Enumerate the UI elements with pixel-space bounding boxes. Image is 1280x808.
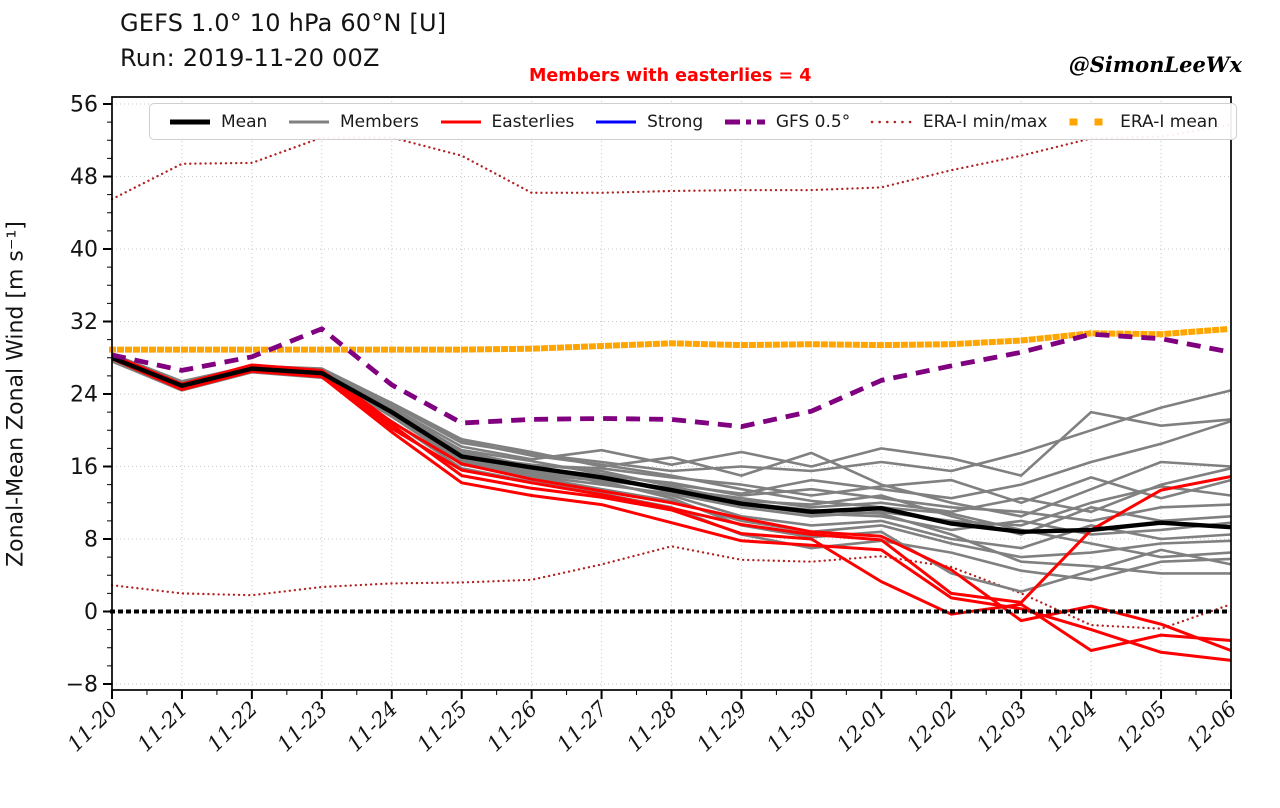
x-tick-label: 12-06 [1182,697,1242,757]
x-tick-label: 11-29 [692,697,752,757]
legend-label: GFS 0.5° [775,111,851,132]
legend-key-solid-icon [440,120,481,123]
legend-key-solid-icon [289,120,330,123]
y-tick-label: 48 [70,165,98,190]
y-tick-label: 16 [70,455,98,480]
legend: Mean Members Easterlies Strong GFS 0.5° ERA-I… [149,103,1237,140]
watermark: @SimonLeeWx [1068,52,1242,77]
y-tick-label: −8 [66,673,98,698]
y-tick-label: 0 [84,600,98,625]
x-tick-label: 12-05 [1112,697,1172,757]
x-tick-label: 12-01 [832,697,892,757]
x-tick-label: 11-23 [273,697,333,757]
x-tick-label: 11-26 [482,697,542,757]
x-tick-label: 11-25 [412,697,472,757]
legend-key-dotted-icon [870,120,914,123]
legend-label: Members [340,111,419,132]
x-tick-label: 11-24 [343,697,403,757]
legend-item-easterlies: Easterlies [439,111,575,132]
y-tick-label: 24 [70,383,98,408]
legend-item-mean: Mean [168,112,267,132]
x-tick-label: 11-20 [63,697,123,757]
x-tick-label: 12-03 [972,697,1032,757]
x-tick-label: 11-30 [762,697,822,757]
x-tick-label: 11-21 [133,697,193,757]
era-mean-line [109,325,1235,353]
legend-item-era-i-min-max: ERA-I min/max [870,111,1048,132]
era-max-line [110,123,1233,201]
chart-title-line1: GEFS 1.0° 10 hPa 60°N [U] [120,9,447,37]
y-tick-label: 56 [70,93,98,118]
y-axis-label: Zonal-Mean Zonal Wind [m s⁻¹] [3,221,29,567]
y-tick-label: 40 [70,238,98,263]
legend-item-members: Members [287,112,419,132]
x-tick-label: 12-02 [902,697,962,757]
easterly-line [111,353,1232,652]
chart-title: GEFS 1.0° 10 hPa 60°N [U] Run: 2019-11-2… [120,6,446,76]
x-tick-label: 12-04 [1042,697,1102,757]
easterlies-annotation: Members with easterlies = 4 [529,66,812,86]
legend-label: Strong [647,111,704,132]
legend-item-strong: Strong [594,112,703,132]
chart-title-line2: Run: 2019-11-20 00Z [120,44,380,72]
legend-key-solid-icon [170,119,210,124]
y-tick-label: 8 [84,528,98,553]
legend-key-square-dotted-icon [1069,118,1109,125]
legend-label: Easterlies [491,111,575,132]
legend-key-solid-icon [596,120,637,123]
mean-line [111,355,1232,534]
gfs-line [111,326,1232,430]
legend-item-era-i-mean: ERA-I mean [1067,112,1218,132]
x-tick-label: 11-28 [622,697,682,757]
legend-key-dashed-icon [724,119,765,124]
legend-label: ERA-I min/max [922,111,1048,132]
x-tick-label: 11-22 [203,697,263,757]
legend-label: ERA-I mean [1120,111,1218,132]
x-tick-label: 11-27 [552,696,612,756]
legend-item-gfs-0-5-: GFS 0.5° [723,112,850,132]
y-tick-label: 32 [70,310,98,335]
legend-label: Mean [221,111,268,132]
